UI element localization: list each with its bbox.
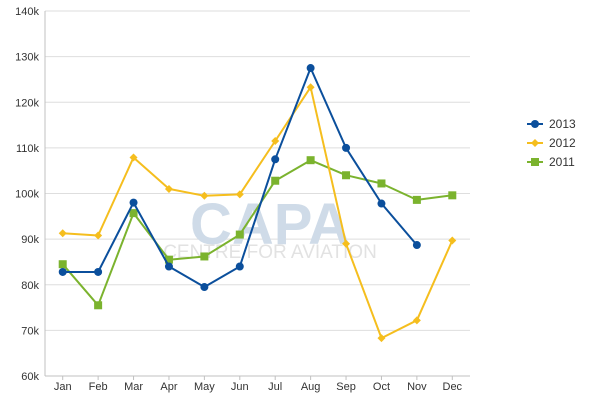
legend: 2013 2012 2011 bbox=[527, 117, 576, 169]
watermark-logo: CAPA bbox=[190, 192, 350, 257]
y-tick-label: 130k bbox=[15, 52, 39, 64]
series-2013 bbox=[58, 64, 421, 292]
x-tick-label: Aug bbox=[301, 381, 321, 393]
y-axis-tick-labels: 60k 70k 80k 90k 100k 110k 120k 130k 140k bbox=[15, 6, 39, 383]
data-point-2011 bbox=[342, 171, 351, 180]
data-point-2011 bbox=[377, 179, 386, 188]
x-tick-label: Mar bbox=[124, 381, 143, 393]
y-tick-label: 100k bbox=[15, 189, 39, 201]
data-point-2012 bbox=[377, 334, 386, 343]
y-tick-label: 120k bbox=[15, 97, 39, 109]
data-point-2011 bbox=[164, 255, 173, 264]
legend-marker bbox=[531, 139, 539, 147]
legend-marker bbox=[531, 120, 539, 128]
x-tick-label: Apr bbox=[160, 381, 177, 393]
legend-label: 2011 bbox=[549, 155, 575, 169]
x-tick-label: Jun bbox=[231, 381, 249, 393]
x-tick-label: May bbox=[194, 381, 215, 393]
data-point-2012 bbox=[342, 239, 351, 248]
data-point-2012 bbox=[412, 316, 421, 325]
data-point-2013 bbox=[306, 64, 315, 73]
series-2012 bbox=[58, 83, 457, 343]
data-point-2013 bbox=[377, 199, 386, 208]
series-line-2011 bbox=[61, 159, 453, 307]
legend-label: 2013 bbox=[549, 117, 576, 131]
data-point-2013 bbox=[58, 267, 67, 276]
data-point-2011 bbox=[129, 209, 138, 218]
data-point-2011 bbox=[306, 156, 315, 165]
data-point-2012 bbox=[448, 236, 457, 245]
legend-item-2013: 2013 bbox=[527, 117, 576, 131]
data-point-2011 bbox=[448, 191, 457, 200]
legend-marker bbox=[531, 158, 539, 166]
x-tick-label: Sep bbox=[336, 381, 356, 393]
data-point-2012 bbox=[235, 190, 244, 199]
x-tick-label: Jul bbox=[268, 381, 282, 393]
data-point-2013 bbox=[200, 283, 209, 292]
y-tick-label: 60k bbox=[21, 371, 39, 383]
y-tick-label: 110k bbox=[16, 143, 40, 155]
y-tick-label: 80k bbox=[21, 280, 39, 292]
series-2011 bbox=[58, 156, 457, 310]
watermark-tagline: CENTRE FOR AVIATION bbox=[163, 242, 377, 263]
data-point-2012 bbox=[271, 137, 280, 146]
axes bbox=[44, 11, 470, 380]
data-point-2012 bbox=[200, 191, 209, 200]
data-point-2012 bbox=[94, 231, 103, 240]
y-tick-label: 70k bbox=[21, 325, 39, 337]
series-layer bbox=[58, 64, 457, 343]
data-point-2013 bbox=[164, 262, 173, 271]
y-tick-label: 140k bbox=[15, 6, 39, 18]
data-point-2013 bbox=[412, 241, 421, 250]
data-point-2013 bbox=[271, 155, 280, 164]
series-line-2012 bbox=[62, 86, 454, 340]
legend-item-2012: 2012 bbox=[527, 136, 576, 150]
data-point-2011 bbox=[271, 176, 280, 185]
data-point-2011 bbox=[412, 195, 421, 204]
legend-item-2011: 2011 bbox=[527, 155, 575, 169]
data-point-2013 bbox=[342, 143, 351, 152]
x-tick-label: Feb bbox=[89, 381, 108, 393]
capa-watermark: CAPA CENTRE FOR AVIATION bbox=[163, 192, 377, 263]
data-point-2013 bbox=[129, 198, 138, 207]
x-tick-label: Oct bbox=[373, 381, 390, 393]
data-point-2012 bbox=[58, 229, 67, 238]
data-point-2011 bbox=[235, 230, 244, 239]
data-point-2013 bbox=[94, 267, 103, 276]
x-axis-tick-labels: Jan Feb Mar Apr May Jun Jul Aug Sep Oct Nov Dec bbox=[54, 381, 463, 393]
x-tick-label: Nov bbox=[407, 381, 427, 393]
data-point-2011 bbox=[200, 252, 209, 261]
data-point-2012 bbox=[164, 184, 173, 193]
data-point-2012 bbox=[306, 83, 315, 92]
data-point-2011 bbox=[58, 260, 67, 269]
data-point-2012 bbox=[129, 153, 138, 162]
legend-label: 2012 bbox=[549, 136, 576, 150]
y-tick-label: 90k bbox=[21, 234, 39, 246]
x-tick-label: Dec bbox=[443, 381, 463, 393]
data-point-2013 bbox=[235, 262, 244, 271]
data-point-2011 bbox=[94, 301, 103, 310]
x-tick-label: Jan bbox=[54, 381, 72, 393]
